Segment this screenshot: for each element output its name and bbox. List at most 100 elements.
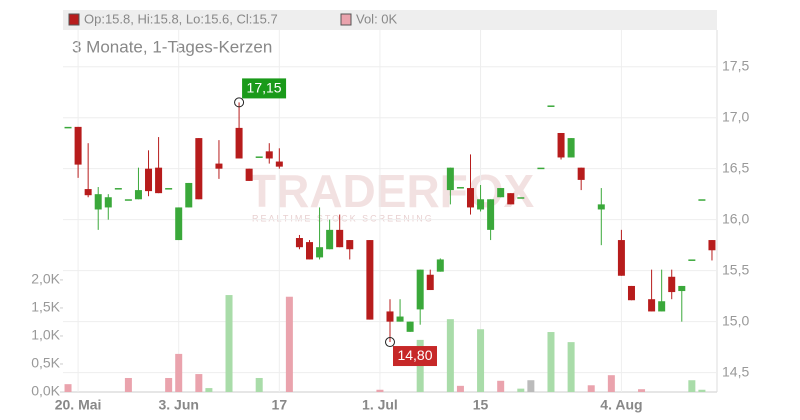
candle-body [466, 188, 474, 208]
volume-bar [517, 388, 525, 392]
y-tick-label: 17,5 [722, 57, 749, 73]
candle-body [175, 207, 183, 241]
candle-body [84, 189, 92, 196]
candle-body [134, 190, 142, 200]
candle-body [265, 151, 273, 159]
candle-body [537, 167, 545, 170]
candle-body [487, 199, 495, 230]
y2-tick-label: 0,5K [31, 355, 60, 371]
candle-body [74, 126, 82, 165]
volume-bar [638, 389, 646, 392]
volume-bar [376, 389, 384, 392]
y-tick-label: 17,0 [722, 108, 749, 124]
candle-body [245, 168, 253, 181]
candle-body [255, 156, 263, 158]
candle-body [617, 240, 625, 276]
legend-ohlc: Op:15.8, Hi:15.8, Lo:15.6, Cl:15.7 [84, 11, 278, 26]
volume-bar [607, 375, 615, 392]
candle-body [326, 229, 334, 250]
y2-tick-label: 1,5K [31, 299, 60, 315]
candle-body [124, 199, 132, 201]
x-tick-label: 17 [272, 397, 288, 413]
candle-body [64, 126, 72, 129]
annotation-label: 17,15 [247, 80, 282, 96]
volume-bar [285, 296, 293, 392]
annotation-box [242, 78, 287, 99]
candle-body [456, 187, 464, 189]
candle-body [426, 274, 434, 291]
x-tick-label: 3. Jun [158, 397, 198, 413]
candle-body [396, 316, 404, 322]
legend-swatch [68, 13, 80, 26]
candle-body [698, 199, 706, 201]
volume-bar [165, 377, 173, 392]
candle-body [406, 321, 414, 332]
candle-body [577, 167, 585, 180]
annotation-marker [385, 337, 395, 348]
candle-body [678, 285, 686, 292]
candle-body [155, 167, 163, 194]
candle-body [668, 276, 676, 293]
volume-bar [497, 380, 505, 392]
legend-swatch [340, 13, 352, 26]
y2-tick-label: 0,0K [31, 383, 60, 399]
candle-body [386, 311, 394, 322]
y-tick-label: 16,0 [722, 210, 749, 226]
legend-bar [63, 10, 717, 30]
candle-body [477, 199, 485, 210]
y-tick-label: 16,5 [722, 159, 749, 175]
y-tick-label: 15,5 [722, 261, 749, 277]
watermark: REALTIME STOCK SCREENING [252, 213, 434, 223]
y2-tick-label: 1,0K [31, 327, 60, 343]
volume-bar [527, 380, 535, 392]
y-tick-label: 15,0 [722, 312, 749, 328]
candle-body [627, 285, 635, 301]
candle-body [708, 240, 716, 251]
volume-bar [124, 377, 132, 392]
candle-body [597, 204, 605, 210]
candle-body [366, 240, 374, 320]
candle-body [497, 188, 505, 198]
volume-bar [587, 385, 595, 392]
candle-body [658, 301, 666, 312]
volume-bar [547, 332, 555, 392]
volume-bar [456, 385, 464, 392]
candle-body [557, 132, 565, 158]
volume-bar [477, 329, 485, 392]
candle-body [567, 138, 575, 158]
candle-body [507, 193, 515, 205]
x-tick-label: 1. Jul [362, 397, 398, 413]
candle-body [295, 238, 303, 248]
candle-body [145, 168, 153, 192]
candle-body [346, 240, 354, 250]
candle-body [547, 105, 555, 107]
annotation-marker [234, 97, 245, 108]
volume-bar [698, 389, 706, 392]
volume-bar [225, 295, 233, 392]
candle-body [275, 161, 283, 167]
candle-body [185, 182, 193, 208]
volume-bar [205, 388, 213, 392]
volume-bar [175, 353, 183, 392]
candle-body [446, 167, 454, 191]
volume-bar [688, 380, 696, 392]
candle-body [195, 138, 203, 200]
x-tick-label: 15 [473, 397, 489, 413]
candle-body [416, 269, 424, 310]
subtitle: 3 Monate, 1-Tages-Kerzen [72, 37, 272, 56]
y2-tick-label: 2,0K [31, 271, 60, 287]
watermark: TRADERFOX [248, 165, 535, 217]
candle-body [306, 242, 314, 260]
x-tick-label: 20. Mai [55, 397, 102, 413]
candle-body [316, 247, 324, 258]
candle-body [165, 188, 173, 190]
candle-body [436, 259, 444, 272]
annotation-label: 14,80 [397, 347, 432, 363]
volume-bar [446, 319, 454, 392]
annotation-box [393, 346, 437, 367]
candle-body [336, 229, 344, 248]
volume-bar [255, 377, 263, 392]
volume-bar [567, 342, 575, 392]
candle-body [517, 197, 525, 199]
